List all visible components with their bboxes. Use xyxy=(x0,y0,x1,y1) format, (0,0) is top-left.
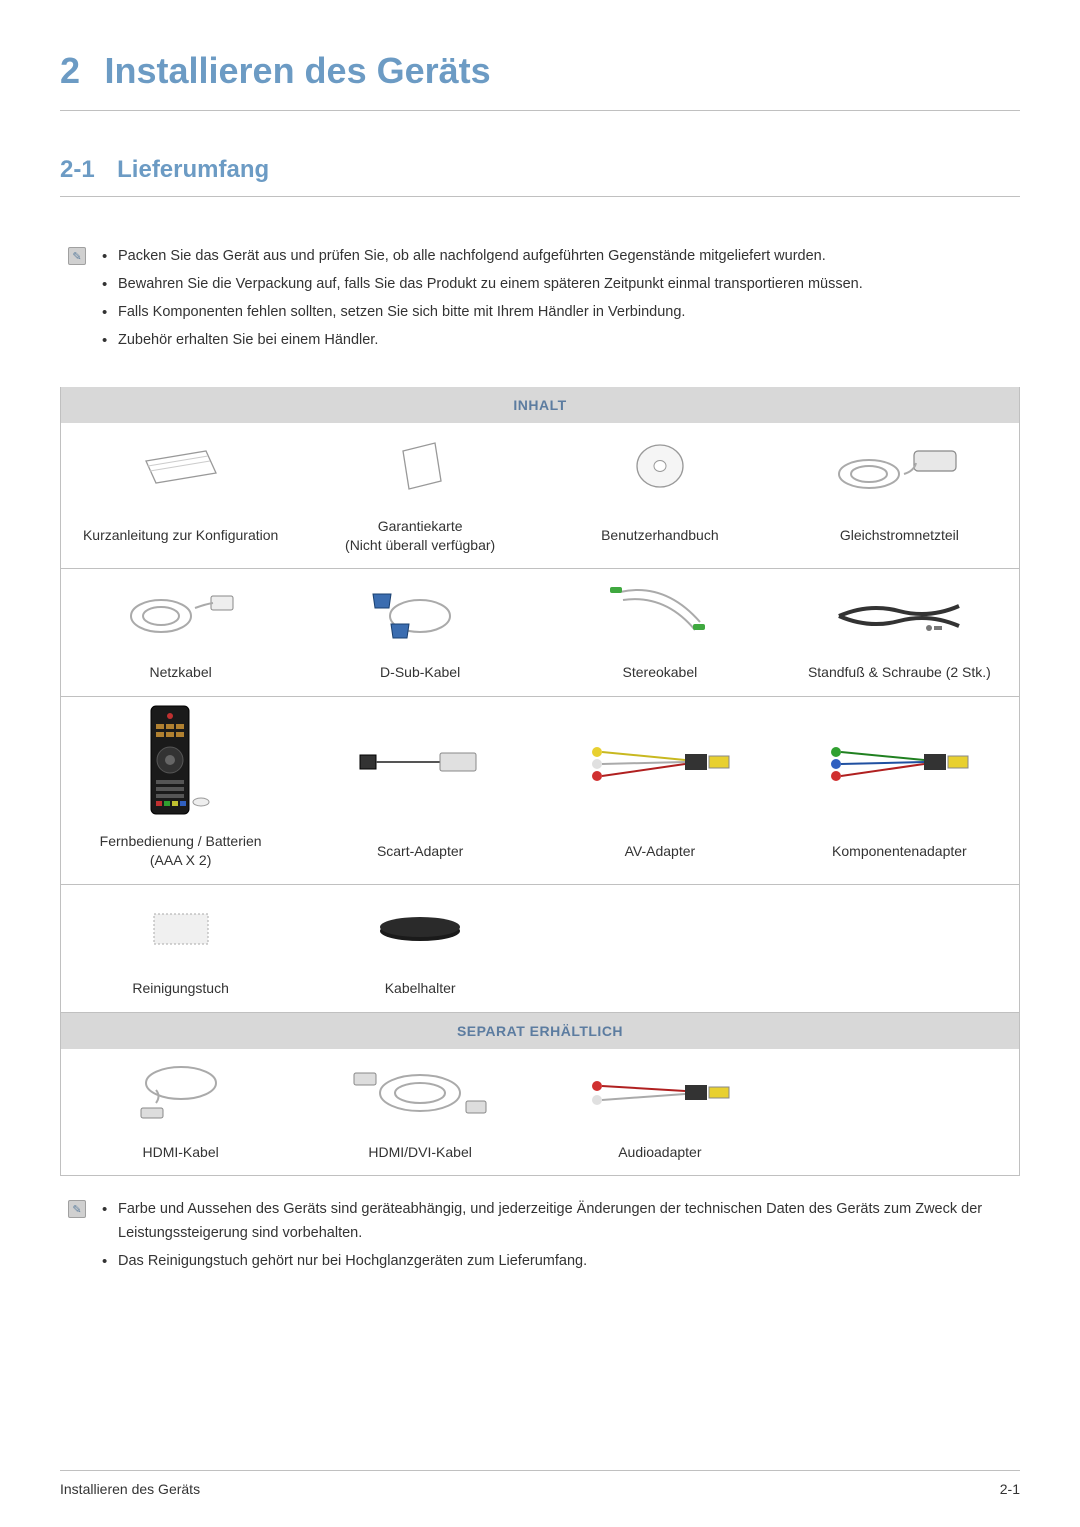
item-label: Komponentenadapter xyxy=(780,826,1020,884)
hdmi-dvi-cable-icon xyxy=(350,1065,490,1120)
stand-icon xyxy=(829,591,969,636)
separate-table-header: SEPARAT ERHÄLTLICH xyxy=(61,1012,1020,1049)
footer-right: 2-1 xyxy=(1000,1481,1020,1497)
intro-note-block: ✎ Packen Sie das Gerät aus und prüfen Si… xyxy=(60,245,1020,357)
item-label: HDMI-Kabel xyxy=(61,1137,301,1176)
booklet-icon xyxy=(136,443,226,491)
chapter-header: 2 Installieren des Geräts xyxy=(60,50,1020,111)
footer-left: Installieren des Geräts xyxy=(60,1481,200,1497)
item-label: Benutzerhandbuch xyxy=(540,511,780,569)
footer-note-block: ✎ Farbe und Aussehen des Geräts sind ger… xyxy=(60,1198,1020,1278)
intro-bullet-list: Packen Sie das Gerät aus und prüfen Sie,… xyxy=(96,245,863,357)
cd-icon xyxy=(630,439,690,494)
item-label: D-Sub-Kabel xyxy=(300,657,540,696)
chapter-title: Installieren des Geräts xyxy=(104,50,490,92)
list-item: Bewahren Sie die Verpackung auf, falls S… xyxy=(96,273,863,297)
list-item: Farbe und Aussehen des Geräts sind gerät… xyxy=(96,1198,1020,1246)
item-label xyxy=(780,973,1020,1012)
note-icon: ✎ xyxy=(68,247,86,265)
av-adapter-icon xyxy=(585,742,735,782)
power-cable-icon xyxy=(121,586,241,641)
contents-table-header: INHALT xyxy=(61,387,1020,423)
item-label xyxy=(780,1137,1020,1176)
item-label: Fernbedienung / Batterien(AAA X 2) xyxy=(61,826,301,884)
hdmi-cable-icon xyxy=(131,1058,231,1128)
section-header: 2-1 Lieferumfang xyxy=(60,156,1020,197)
item-label: AV-Adapter xyxy=(540,826,780,884)
audio-adapter-icon xyxy=(585,1076,735,1109)
item-label: Reinigungstuch xyxy=(61,973,301,1012)
scart-adapter-icon xyxy=(355,747,485,777)
item-label: Gleichstromnetzteil xyxy=(780,511,1020,569)
item-label: Kabelhalter xyxy=(300,973,540,1012)
item-label: Audioadapter xyxy=(540,1137,780,1176)
footer-bullet-list: Farbe und Aussehen des Geräts sind gerät… xyxy=(96,1198,1020,1278)
power-adapter-icon xyxy=(834,439,964,494)
section-number: 2-1 xyxy=(60,156,95,184)
item-label: Stereokabel xyxy=(540,657,780,696)
note-icon: ✎ xyxy=(68,1200,86,1218)
chapter-number: 2 xyxy=(60,50,80,92)
item-label: HDMI/DVI-Kabel xyxy=(300,1137,540,1176)
list-item: Das Reinigungstuch gehört nur bei Hochgl… xyxy=(96,1250,1020,1274)
cloth-icon xyxy=(146,906,216,951)
item-label: Standfuß & Schraube (2 Stk.) xyxy=(780,657,1020,696)
item-label: Scart-Adapter xyxy=(300,826,540,884)
component-adapter-icon xyxy=(824,742,974,782)
item-label: Kurzanleitung zur Konfiguration xyxy=(61,511,301,569)
remote-icon xyxy=(143,702,218,822)
stereo-cable-icon xyxy=(605,582,715,644)
card-icon xyxy=(395,439,445,494)
item-label xyxy=(540,973,780,1012)
section-title: Lieferumfang xyxy=(117,156,269,184)
item-label: Garantiekarte(Nicht überall verfügbar) xyxy=(300,511,540,569)
list-item: Packen Sie das Gerät aus und prüfen Sie,… xyxy=(96,245,863,269)
item-label: Netzkabel xyxy=(61,657,301,696)
list-item: Falls Komponenten fehlen sollten, setzen… xyxy=(96,301,863,325)
page-footer: Installieren des Geräts 2-1 xyxy=(60,1470,1020,1497)
cable-holder-icon xyxy=(375,915,465,943)
dsub-cable-icon xyxy=(365,586,475,641)
list-item: Zubehör erhalten Sie bei einem Händler. xyxy=(96,329,863,353)
contents-table: INHALT Kurzanleitung zur Konfiguration G… xyxy=(60,387,1020,1177)
